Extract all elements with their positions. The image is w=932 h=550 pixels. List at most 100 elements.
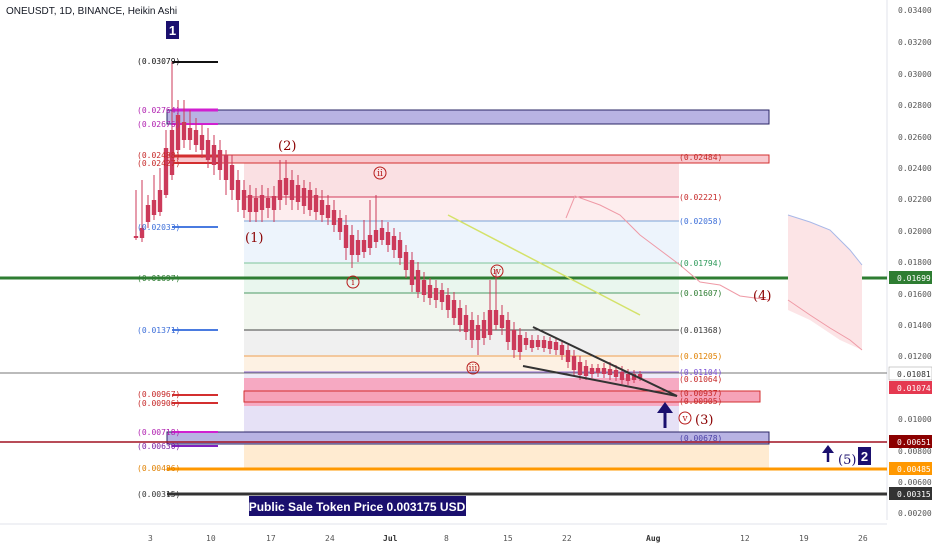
- candle-body: [319, 200, 325, 215]
- x-tick: 26: [858, 534, 868, 543]
- y-tick: 0.01400: [898, 321, 932, 330]
- candle-body: [457, 308, 463, 325]
- candle-body: [415, 270, 421, 292]
- candle-body: [535, 340, 541, 347]
- elliott-wave-labels: (1) (2) (3) (4) (5) i ii iii iv v: [245, 139, 856, 468]
- level-label: (0.03079): [137, 57, 180, 66]
- candle-body: [247, 195, 253, 212]
- zone-boxes[interactable]: [166, 109, 770, 445]
- candle-body: [445, 295, 451, 310]
- candle-body: [595, 368, 601, 373]
- wave-label: (1): [245, 231, 263, 246]
- y-tick: 0.02000: [898, 227, 932, 236]
- x-tick: Aug: [646, 534, 661, 543]
- candle-body: [373, 230, 379, 242]
- candle-body: [193, 130, 199, 145]
- falling-wedge[interactable]: [522, 326, 678, 397]
- fib-label: (0.01607): [679, 289, 722, 298]
- candle-body: [343, 225, 349, 248]
- time-axis[interactable]: 3 10 17 24 Jul 8 15 22 Aug 12 19 26: [0, 523, 887, 543]
- price-badge: 0.00485: [897, 465, 931, 474]
- wave-label: (4): [753, 289, 771, 304]
- level-label: (0.01697): [137, 274, 180, 283]
- x-tick: 3: [148, 534, 153, 543]
- candle-body: [631, 374, 637, 380]
- token-price-banner: Public Sale Token Price 0.003175 USD: [249, 496, 466, 516]
- candle-body: [223, 155, 229, 180]
- candle-body: [565, 350, 571, 362]
- wave-label: (3): [695, 413, 713, 428]
- candle-body: [427, 285, 433, 298]
- candle-body: [271, 196, 277, 210]
- price-badges: 0.01699 0.01081 0.01074 0.00651 0.00485 …: [888, 271, 932, 500]
- candle-body: [217, 150, 223, 170]
- level-label: (0.00967): [137, 390, 180, 399]
- candle-body: [259, 195, 265, 210]
- fib-label: (0.02221): [679, 193, 722, 202]
- candle-body: [289, 180, 295, 200]
- minor-wave-label: iii: [469, 364, 478, 374]
- y-tick: 0.03200: [898, 38, 932, 47]
- y-tick: 0.02800: [898, 101, 932, 110]
- candle-body: [451, 300, 457, 318]
- candle-body: [187, 128, 193, 140]
- candle-body: [397, 240, 403, 258]
- candle-body: [553, 342, 559, 350]
- svg-text:2: 2: [861, 449, 868, 464]
- candle-body: [253, 198, 259, 212]
- x-tick: 22: [562, 534, 572, 543]
- fib-label: (0.01104): [679, 368, 722, 377]
- candle-body: [607, 369, 613, 375]
- price-badge: 0.01074: [897, 384, 931, 393]
- candle-body: [139, 228, 145, 238]
- candle-body: [517, 335, 523, 352]
- x-tick: 12: [740, 534, 750, 543]
- y-tick: 0.02400: [898, 164, 932, 173]
- candle-body: [505, 320, 511, 342]
- left-level-labels: (0.03079) (0.02764) (0.02676) (0.02488) …: [137, 57, 180, 499]
- candle-body: [361, 240, 367, 252]
- candle-body: [469, 320, 475, 340]
- candle-body: [265, 198, 271, 208]
- price-badge: 0.01081: [897, 370, 931, 379]
- minor-wave-label: ii: [377, 169, 383, 179]
- level-label: (0.01371): [137, 326, 180, 335]
- candle-body: [325, 205, 331, 218]
- x-tick: 24: [325, 534, 335, 543]
- candle-body: [613, 370, 619, 377]
- svg-text:Public Sale Token Price 0.0031: Public Sale Token Price 0.003175 USD: [249, 500, 466, 514]
- candle-body: [331, 210, 337, 225]
- candle-body: [619, 372, 625, 380]
- candle-body: [511, 330, 517, 350]
- candle-body: [409, 260, 415, 285]
- y-tick: 0.03000: [898, 70, 932, 79]
- candle-body: [307, 190, 313, 210]
- candle-body: [313, 195, 319, 212]
- candle-body: [547, 341, 553, 349]
- fib-label: (0.01205): [679, 352, 722, 361]
- candle-body: [169, 130, 175, 175]
- fib-label: (0.01794): [679, 259, 722, 268]
- level-label: (0.00718): [137, 428, 180, 437]
- candle-body: [421, 280, 427, 295]
- candle-body: [475, 325, 481, 340]
- level-label: (0.00315): [137, 490, 180, 499]
- arrow-up-icon: [657, 402, 673, 428]
- symbol-header: ONEUSDT, 1D, BINANCE, Heikin Ashi: [6, 6, 177, 17]
- candle-body: [487, 310, 493, 335]
- candle-body: [379, 228, 385, 240]
- candle-body: [235, 180, 241, 200]
- candle-body: [133, 236, 139, 238]
- candle-body: [589, 368, 595, 374]
- candle-body: [463, 315, 469, 332]
- price-badge: 0.00315: [897, 490, 931, 499]
- minor-wave-label: v: [681, 414, 688, 424]
- candle-body: [385, 232, 391, 245]
- candle-body: [151, 200, 157, 215]
- candle-body: [349, 235, 355, 255]
- fib-level-labels: (0.02484) (0.02221) (0.02058) (0.01794) …: [679, 153, 722, 443]
- candle-body: [355, 240, 361, 255]
- fib-label: (0.02484): [679, 153, 722, 162]
- candlestick-series[interactable]: [133, 62, 643, 385]
